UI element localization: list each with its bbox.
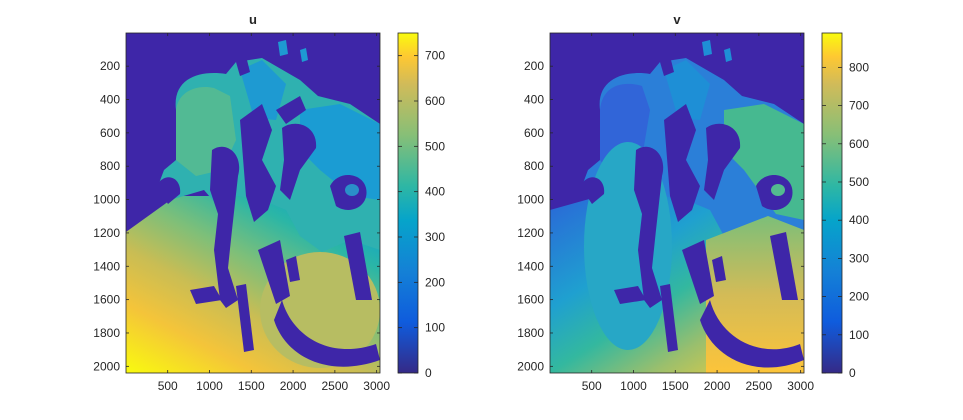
colorbar-tick-label: 200 — [425, 275, 445, 289]
heatmap-v-image — [550, 33, 804, 373]
x-tick-label: 1000 — [620, 379, 647, 393]
y-tick-label: 1200 — [517, 226, 544, 240]
colorbar-tick-label: 0 — [425, 366, 432, 380]
y-tick-label: 2000 — [93, 359, 120, 373]
colorbar-tick-label: 400 — [849, 213, 869, 227]
x-tick-label: 2500 — [746, 379, 773, 393]
y-tick-label: 1400 — [517, 259, 544, 273]
heatmap-u: u 500 1000 1500 2000 2500 3000 200 400 600 800 10… — [93, 12, 390, 393]
colorbar-tick-label: 100 — [849, 328, 869, 342]
y-tick-label: 2000 — [517, 359, 544, 373]
y-tick-label: 1000 — [517, 193, 544, 207]
colorbar-tick-label: 300 — [425, 230, 445, 244]
colorbar-tick-label: 200 — [849, 290, 869, 304]
colorbar-tick-label: 600 — [425, 94, 445, 108]
axes-u-frame — [125, 32, 381, 374]
colorbar-u-ramp — [397, 32, 419, 374]
x-tick-label: 500 — [158, 379, 178, 393]
heatmap-v: v 500 1000 1500 2000 2500 3000 200 400 600 800 10… — [517, 12, 814, 393]
y-tick-label: 1800 — [93, 326, 120, 340]
y-tick-label: 200 — [100, 59, 120, 73]
x-tick-label: 500 — [582, 379, 602, 393]
y-axis-u: 200 400 600 800 1000 1200 1400 1600 1800 2000 — [93, 59, 380, 373]
x-tick-label: 2000 — [704, 379, 731, 393]
y-tick-label: 400 — [524, 93, 544, 107]
colorbar-v: 0 100 200 300 400 500 600 700 800 — [821, 32, 869, 380]
y-tick-label: 800 — [100, 159, 120, 173]
y-tick-label: 200 — [524, 59, 544, 73]
title-v: v — [673, 12, 681, 27]
colorbar-tick-label: 0 — [849, 366, 856, 380]
y-tick-label: 800 — [524, 159, 544, 173]
y-tick-label: 600 — [100, 126, 120, 140]
colorbar-v-ramp — [821, 32, 843, 374]
y-tick-label: 400 — [100, 93, 120, 107]
y-tick-label: 1400 — [93, 259, 120, 273]
colorbar-v-ticks: 0 100 200 300 400 500 600 700 800 — [822, 60, 869, 380]
x-tick-label: 3000 — [787, 379, 814, 393]
x-tick-label: 2500 — [322, 379, 349, 393]
colorbar-tick-label: 400 — [425, 185, 445, 199]
axes-v-frame — [549, 32, 805, 374]
colorbar-tick-label: 500 — [425, 139, 445, 153]
y-tick-label: 1600 — [93, 293, 120, 307]
y-tick-label: 1200 — [93, 226, 120, 240]
heatmap-u-image — [126, 33, 380, 373]
colorbar-tick-label: 600 — [849, 137, 869, 151]
y-tick-label: 1600 — [517, 293, 544, 307]
colorbar-tick-label: 800 — [849, 60, 869, 74]
colorbar-tick-label: 500 — [849, 175, 869, 189]
y-tick-label: 1000 — [93, 193, 120, 207]
colorbar-tick-label: 700 — [425, 49, 445, 63]
title-u: u — [249, 12, 257, 27]
y-tick-label: 1800 — [517, 326, 544, 340]
y-axis-v: 200 400 600 800 1000 1200 1400 1600 1800 2000 — [517, 59, 804, 373]
colorbar-tick-label: 300 — [849, 251, 869, 265]
colorbar-u: 0 100 200 300 400 500 600 700 — [397, 32, 445, 380]
x-axis-v: 500 1000 1500 2000 2500 3000 — [582, 33, 814, 393]
x-tick-label: 1000 — [196, 379, 223, 393]
x-tick-label: 1500 — [238, 379, 265, 393]
colorbar-tick-label: 700 — [849, 99, 869, 113]
colorbar-tick-label: 100 — [425, 321, 445, 335]
x-tick-label: 2000 — [280, 379, 307, 393]
x-axis-u: 500 1000 1500 2000 2500 3000 — [158, 33, 390, 393]
colorbar-u-ticks: 0 100 200 300 400 500 600 700 — [398, 49, 445, 380]
x-tick-label: 1500 — [662, 379, 689, 393]
y-tick-label: 600 — [524, 126, 544, 140]
x-tick-label: 3000 — [363, 379, 390, 393]
